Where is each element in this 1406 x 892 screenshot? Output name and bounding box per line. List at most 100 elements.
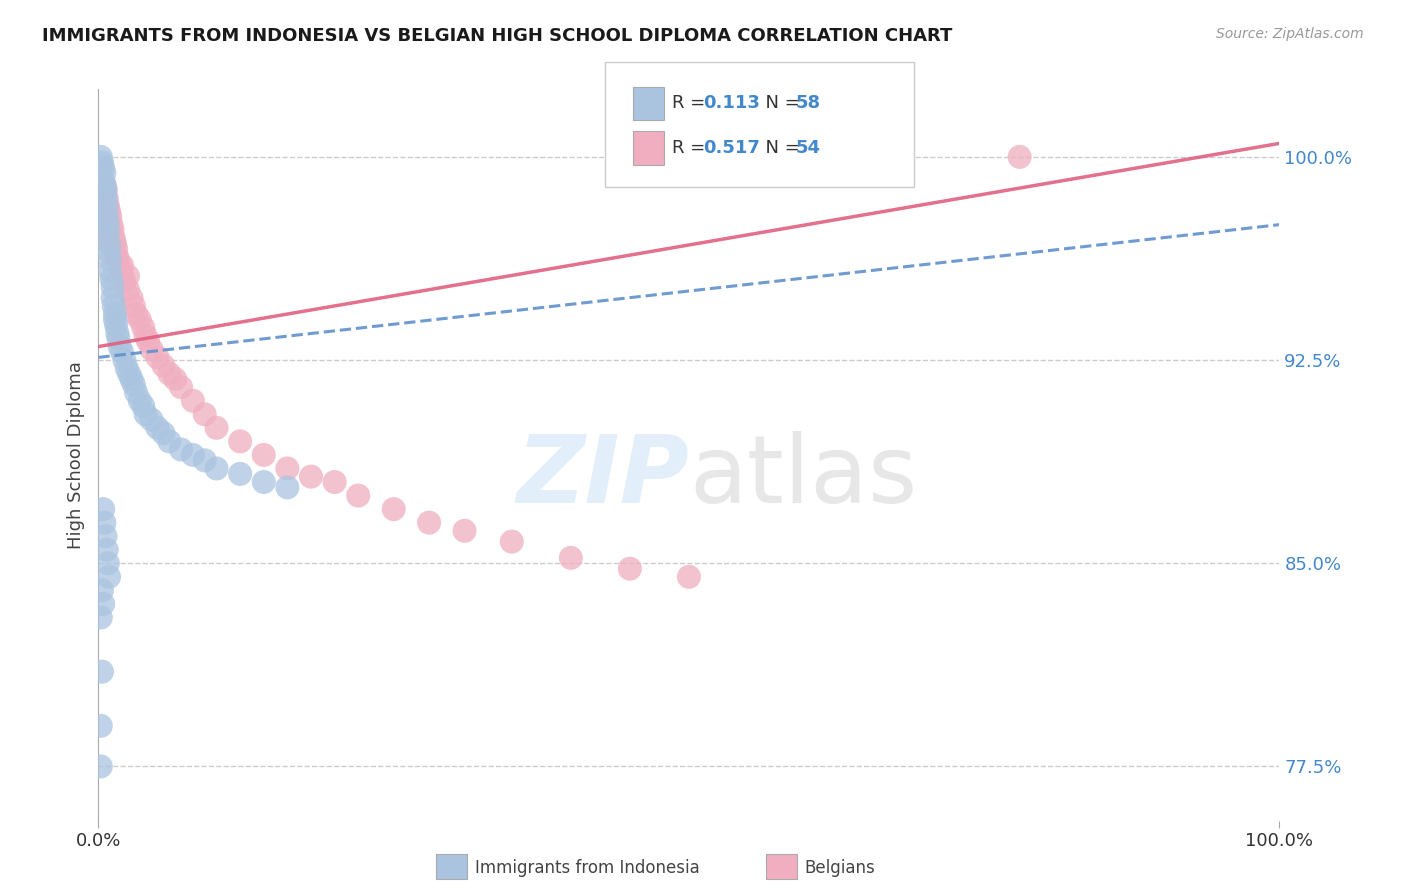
Point [104,236,127,251]
Point [382,502,405,516]
Point [112,275,135,289]
Point [100,272,122,286]
Point [112,353,135,368]
Point [117,269,139,284]
Point [170,442,193,457]
Point [90,759,112,773]
Point [132,399,155,413]
Point [98,244,121,259]
Point [299,469,322,483]
Point [418,516,440,530]
Point [128,312,150,326]
Point [323,475,346,489]
Point [97,556,120,570]
Point [105,250,128,264]
Point [165,372,187,386]
Point [103,299,125,313]
Point [157,434,180,449]
Point [90,610,112,624]
Point [111,258,134,272]
Point [229,434,252,449]
Point [108,340,131,354]
Point [181,393,204,408]
Point [121,372,143,386]
Point [101,223,124,237]
Point [205,421,228,435]
Text: R =: R = [672,139,711,157]
Point [103,231,125,245]
Point [135,407,157,421]
Point [96,210,118,224]
Point [91,171,114,186]
Point [101,280,124,294]
Point [205,461,228,475]
Point [229,467,252,481]
Point [125,385,148,400]
Point [141,343,163,357]
Point [135,328,157,343]
Point [98,263,121,277]
Text: R =: R = [672,95,711,112]
Point [194,407,217,421]
Point [121,291,143,305]
Point [96,190,118,204]
Point [276,480,298,494]
Point [91,583,114,598]
Point [157,367,180,381]
Point [453,524,475,538]
Point [91,502,114,516]
Point [152,426,174,441]
Point [253,475,276,489]
Point [97,226,120,240]
Point [93,177,115,191]
Point [94,529,117,543]
Point [1008,150,1031,164]
Point [105,242,128,256]
Point [97,199,120,213]
Point [141,413,163,427]
Point [97,218,120,232]
Point [93,166,115,180]
Point [98,204,121,219]
Point [94,182,117,196]
Point [105,318,128,332]
Point [94,190,117,204]
Y-axis label: High School Diploma: High School Diploma [66,361,84,549]
Point [276,461,298,475]
Text: Belgians: Belgians [804,859,875,877]
Point [347,489,370,503]
Point [104,312,127,326]
Point [146,421,169,435]
Point [98,210,121,224]
Point [97,226,120,240]
Text: Source: ZipAtlas.com: Source: ZipAtlas.com [1216,27,1364,41]
Point [98,236,121,251]
Text: N =: N = [754,95,806,112]
Point [90,150,112,164]
Point [111,267,134,281]
Text: atlas: atlas [689,431,917,523]
Point [111,345,134,359]
Point [105,326,128,340]
Point [146,351,169,365]
Text: 0.517: 0.517 [703,139,759,157]
Point [194,453,217,467]
Point [125,307,148,321]
Point [560,550,582,565]
Point [181,448,204,462]
Point [91,155,114,169]
Point [91,597,114,611]
Text: 58: 58 [796,95,821,112]
Point [98,252,121,267]
Point [122,299,145,313]
Point [170,380,193,394]
Point [100,218,122,232]
Text: 54: 54 [796,139,821,157]
Point [115,361,138,376]
Point [117,283,139,297]
Point [105,250,128,264]
Text: Immigrants from Indonesia: Immigrants from Indonesia [475,859,700,877]
Point [253,448,276,462]
Point [678,570,700,584]
Text: 0.113: 0.113 [703,95,759,112]
